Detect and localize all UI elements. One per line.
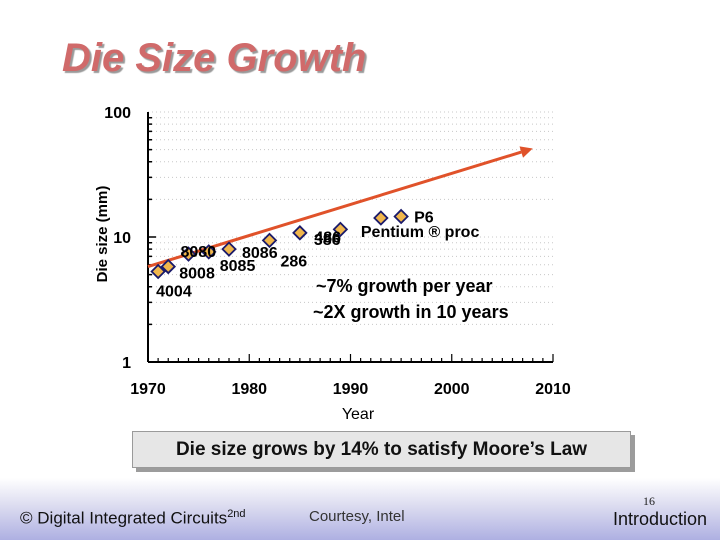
data-point-pentium xyxy=(373,210,389,226)
point-label: 286 xyxy=(281,253,308,270)
y-axis-title: Die size (mm) xyxy=(94,186,111,283)
point-label: 8086 xyxy=(242,245,278,262)
data-point-p6 xyxy=(393,208,409,225)
data-point-486 xyxy=(332,221,349,238)
book-title: Digital Integrated Circuits xyxy=(37,508,228,528)
x-tick-label: 2010 xyxy=(535,381,571,398)
point-label: 8080 xyxy=(181,244,217,261)
y-ticks: 1 10 100 xyxy=(104,105,156,372)
data-point-386 xyxy=(292,225,308,241)
data-point-286 xyxy=(261,232,278,249)
data-point-8085 xyxy=(200,244,217,260)
slide-title: Die Size Growth xyxy=(62,36,367,80)
x-tick-label: 1970 xyxy=(130,381,166,398)
y-tick-label: 1 xyxy=(122,355,131,372)
footer-bar xyxy=(0,478,720,540)
point-label: 8008 xyxy=(179,266,215,283)
edition-superscript: 2nd xyxy=(227,508,246,520)
y-tick-label: 10 xyxy=(113,230,131,247)
point-label: 386 xyxy=(314,232,341,249)
point-label: Pentium ® proc xyxy=(361,224,480,241)
data-point-8080 xyxy=(180,246,197,262)
point-label: 4004 xyxy=(156,283,192,300)
page-number: 16 xyxy=(643,494,655,508)
x-ticks: 1970 1980 1990 2000 2010 xyxy=(130,354,571,398)
x-tick-label: 2000 xyxy=(434,381,470,398)
trend-arrowhead xyxy=(519,146,533,158)
footer-section: Introduction xyxy=(613,509,708,529)
point-label: P6 xyxy=(414,209,434,226)
data-point-8008 xyxy=(160,258,177,275)
data-point-8086 xyxy=(221,241,237,257)
footer-copyright: © Digital Integrated Circuits2nd xyxy=(20,508,246,529)
data-point-4004 xyxy=(150,263,166,280)
x-axis-title: Year xyxy=(342,406,375,423)
x-tick-label: 1980 xyxy=(231,381,267,398)
annotation-growth-rate: ~7% growth per year xyxy=(316,276,493,296)
copyright-symbol: © xyxy=(20,508,33,528)
x-tick-label: 1990 xyxy=(333,381,369,398)
annotation-doubling: ~2X growth in 10 years xyxy=(313,302,509,322)
footer-courtesy: Courtesy, Intel xyxy=(309,508,405,525)
moores-law-callout: Die size grows by 14% to satisfy Moore’s… xyxy=(132,431,631,468)
point-label: 8085 xyxy=(220,258,256,275)
point-label: 486 xyxy=(314,229,341,246)
y-tick-label: 100 xyxy=(104,105,131,122)
